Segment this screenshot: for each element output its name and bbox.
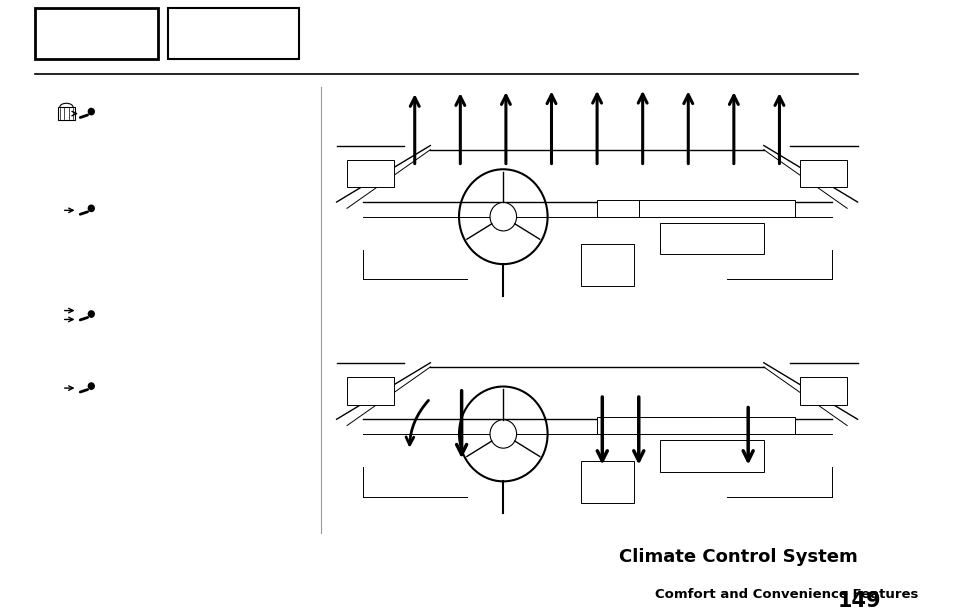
- Bar: [659, 440, 763, 472]
- Text: 149: 149: [837, 591, 880, 610]
- Circle shape: [89, 383, 94, 389]
- Bar: [336, 87, 857, 296]
- Bar: [336, 304, 857, 513]
- Bar: [580, 461, 633, 503]
- Bar: [168, 8, 298, 59]
- Circle shape: [490, 420, 517, 448]
- Circle shape: [490, 203, 517, 231]
- Bar: [597, 417, 711, 434]
- Bar: [35, 8, 157, 59]
- Bar: [639, 417, 794, 434]
- Circle shape: [89, 205, 94, 211]
- Bar: [58, 107, 74, 120]
- Bar: [659, 223, 763, 254]
- Text: Climate Control System: Climate Control System: [618, 548, 857, 566]
- Bar: [639, 200, 794, 217]
- Bar: [347, 378, 394, 405]
- Bar: [347, 160, 394, 187]
- Circle shape: [89, 109, 94, 115]
- Bar: [800, 160, 846, 187]
- Bar: [597, 200, 711, 217]
- Circle shape: [89, 311, 94, 317]
- Text: Comfort and Convenience Features: Comfort and Convenience Features: [654, 588, 917, 600]
- Bar: [580, 244, 633, 286]
- Bar: [800, 378, 846, 405]
